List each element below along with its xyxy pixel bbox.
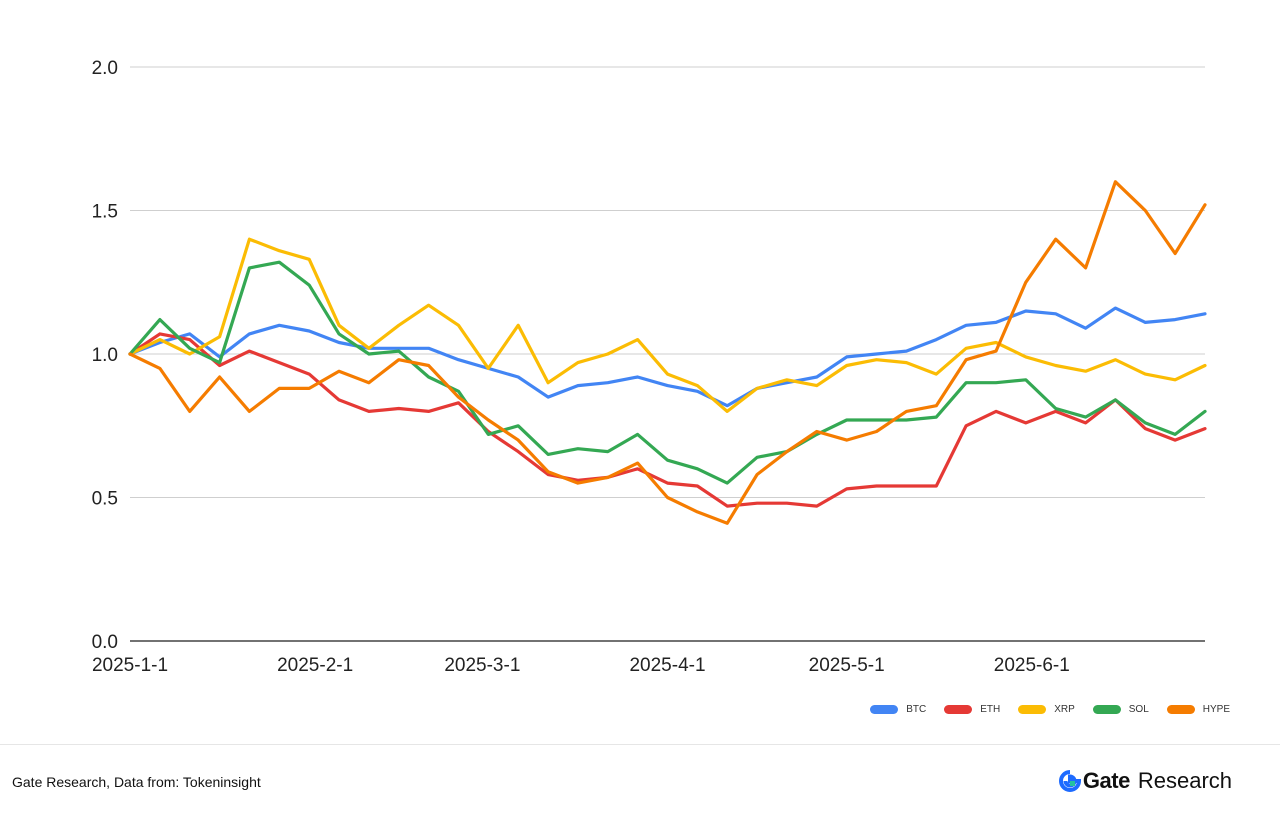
legend-label-xrp: XRP: [1054, 704, 1075, 715]
legend: BTC ETH XRP SOL HYPE: [870, 704, 1230, 715]
legend-label-btc: BTC: [906, 704, 927, 715]
series-line-hype: [128, 180, 1207, 525]
y-tick-label: 2.0: [92, 58, 118, 79]
y-tick-label: 0.0: [92, 632, 118, 653]
line-chart: 0.0 0.5 1.0 1.5 2.0 2025-1-1 2025-2-1 2025-3-1…: [92, 58, 1207, 676]
x-tick-label: 2025-2-1: [277, 655, 353, 676]
series-line-btc: [128, 306, 1207, 408]
legend-label-eth: ETH: [980, 704, 1001, 715]
x-tick-label: 2025-5-1: [809, 655, 885, 676]
brand-logo: Gate Research: [1058, 768, 1232, 794]
gridlines: [130, 66, 1205, 642]
y-tick-label: 0.5: [92, 489, 118, 510]
y-axis: 0.0 0.5 1.0 1.5 2.0: [92, 58, 118, 653]
legend-swatch-eth: [944, 705, 973, 714]
x-tick-label: 2025-1-1: [92, 655, 168, 676]
x-tick-label: 2025-4-1: [629, 655, 705, 676]
legend-label-sol: SOL: [1128, 704, 1149, 715]
x-axis: 2025-1-1 2025-2-1 2025-3-1 2025-4-1 2025-5-1…: [92, 655, 1070, 676]
legend-label-hype: HYPE: [1202, 704, 1230, 715]
legend-item-hype: HYPE: [1166, 704, 1230, 715]
legend-item-eth: ETH: [944, 704, 1000, 715]
brand-gate-text: Gate: [1082, 768, 1130, 793]
legend-swatch-xrp: [1018, 705, 1047, 714]
legend-swatch-hype: [1166, 705, 1195, 714]
legend-swatch-sol: [1092, 705, 1121, 714]
y-tick-label: 1.5: [92, 202, 118, 223]
series-lines: [128, 180, 1207, 525]
gate-logo-icon: [1058, 770, 1081, 792]
series-line-eth: [128, 332, 1207, 508]
legend-swatch-btc: [870, 705, 899, 714]
brand-research-text: Research: [1137, 768, 1232, 793]
source-note: Gate Research, Data from: Tokeninsight: [12, 774, 261, 790]
legend-item-xrp: XRP: [1018, 704, 1075, 715]
x-tick-label: 2025-6-1: [994, 655, 1070, 676]
y-tick-label: 1.0: [92, 345, 118, 366]
series-line-xrp: [128, 237, 1207, 413]
x-tick-label: 2025-3-1: [444, 655, 520, 676]
legend-item-btc: BTC: [870, 704, 926, 715]
legend-item-sol: SOL: [1092, 704, 1149, 715]
footer-divider: [0, 744, 1280, 745]
series-line-sol: [128, 260, 1207, 485]
